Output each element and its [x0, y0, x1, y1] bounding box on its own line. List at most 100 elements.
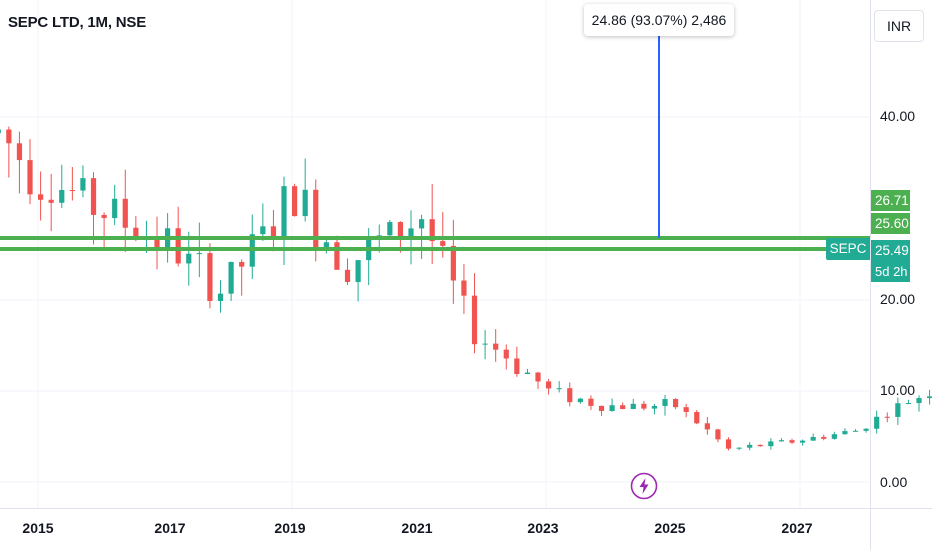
candle-body: [556, 388, 562, 390]
candle-body: [789, 440, 795, 443]
currency-button[interactable]: INR: [874, 10, 924, 42]
candle-body: [567, 388, 573, 403]
candle-body: [112, 198, 118, 219]
candle-body: [27, 160, 33, 195]
candle-body: [757, 444, 763, 447]
candle-body: [302, 189, 308, 217]
candle-body: [471, 295, 478, 345]
candle-body: [196, 253, 202, 255]
candle-body: [842, 431, 848, 435]
candle-body: [313, 189, 319, 248]
candle-body: [810, 436, 816, 441]
candle-body: [704, 423, 710, 430]
candlestick-series: [0, 126, 932, 451]
candle-body: [6, 129, 12, 144]
candle-body: [630, 403, 636, 410]
chart-title: SEPC LTD, 1M, NSE: [8, 14, 147, 31]
candle-body: [916, 398, 922, 404]
candle-body: [927, 396, 932, 399]
y-tick-label: 20.00: [880, 291, 916, 307]
candle-body: [641, 403, 647, 409]
candle-body: [895, 403, 901, 417]
candle-body: [175, 228, 181, 264]
candle-body: [281, 186, 287, 237]
candle-body: [503, 349, 509, 359]
candle-body: [133, 227, 139, 240]
x-tick-label: 2019: [274, 520, 306, 536]
lightning-icon[interactable]: [630, 472, 658, 500]
candle-body: [493, 343, 499, 350]
candle-body: [397, 222, 404, 238]
candle-body: [609, 405, 615, 411]
x-tick-label: 2023: [527, 520, 559, 536]
candle-body: [863, 428, 869, 431]
candle-body: [800, 440, 806, 443]
candle-body: [48, 199, 54, 203]
candle-body: [831, 434, 837, 439]
x-tick-label: 2027: [781, 520, 813, 536]
candle-body: [355, 260, 361, 283]
y-tick-label: 10.00: [880, 382, 916, 398]
candle-body: [535, 372, 541, 382]
candle-body: [905, 403, 912, 405]
candle-body: [122, 198, 128, 228]
candle-body: [323, 242, 329, 248]
symbol-badge: SEPC: [826, 238, 870, 260]
candle-body: [408, 228, 414, 238]
candle-body: [101, 214, 107, 219]
candle-body: [461, 280, 467, 296]
candle-body: [651, 405, 658, 409]
y-tick-label: 40.00: [880, 108, 916, 124]
candle-body: [90, 178, 97, 215]
candle-body: [778, 440, 785, 442]
candle-body: [662, 399, 668, 406]
candle-body: [588, 398, 594, 406]
candle-body: [16, 143, 23, 161]
candle-body: [450, 245, 456, 281]
bar-countdown: 5d 2h: [871, 261, 910, 282]
price-tag-lower-line: 25.60: [871, 213, 910, 234]
x-tick-label: 2015: [22, 520, 54, 536]
candle-body: [429, 219, 435, 242]
candle-body: [228, 261, 234, 294]
candle-body: [80, 178, 86, 191]
candle-body: [440, 241, 446, 246]
candle-body: [186, 253, 192, 264]
candle-body: [694, 411, 700, 424]
candle-body: [334, 242, 340, 270]
candle-body: [344, 269, 351, 283]
x-tick-label: 2025: [654, 520, 686, 536]
candle-body: [0, 129, 1, 134]
candle-body: [852, 430, 859, 432]
measure-label: 24.86 (93.07%) 2,486: [584, 4, 734, 36]
price-tag-current: 25.49: [871, 240, 910, 261]
candle-body: [69, 190, 75, 192]
candle-body: [38, 194, 44, 200]
x-tick-label: 2017: [154, 520, 186, 536]
x-tick-label: 2021: [401, 520, 433, 536]
candle-body: [747, 444, 753, 448]
candle-body: [598, 405, 605, 411]
candle-body: [821, 436, 827, 439]
candle-body: [514, 358, 520, 374]
candle-body: [715, 429, 721, 440]
candle-body: [577, 398, 583, 403]
candle-body: [207, 253, 213, 302]
y-tick-label: 0.00: [880, 474, 908, 490]
candle-body: [683, 407, 689, 412]
candle-body: [387, 222, 393, 236]
candle-body: [620, 405, 626, 410]
candle-body: [768, 441, 774, 447]
candle-body: [736, 447, 742, 449]
candle-body: [524, 372, 531, 374]
candle-body: [546, 381, 552, 389]
candle-body: [260, 226, 266, 235]
candle-body: [482, 343, 488, 345]
candle-body: [419, 219, 425, 229]
candle-body: [673, 399, 679, 408]
candle-body: [884, 416, 890, 418]
candle-body: [292, 186, 298, 217]
candle-body: [874, 416, 880, 429]
